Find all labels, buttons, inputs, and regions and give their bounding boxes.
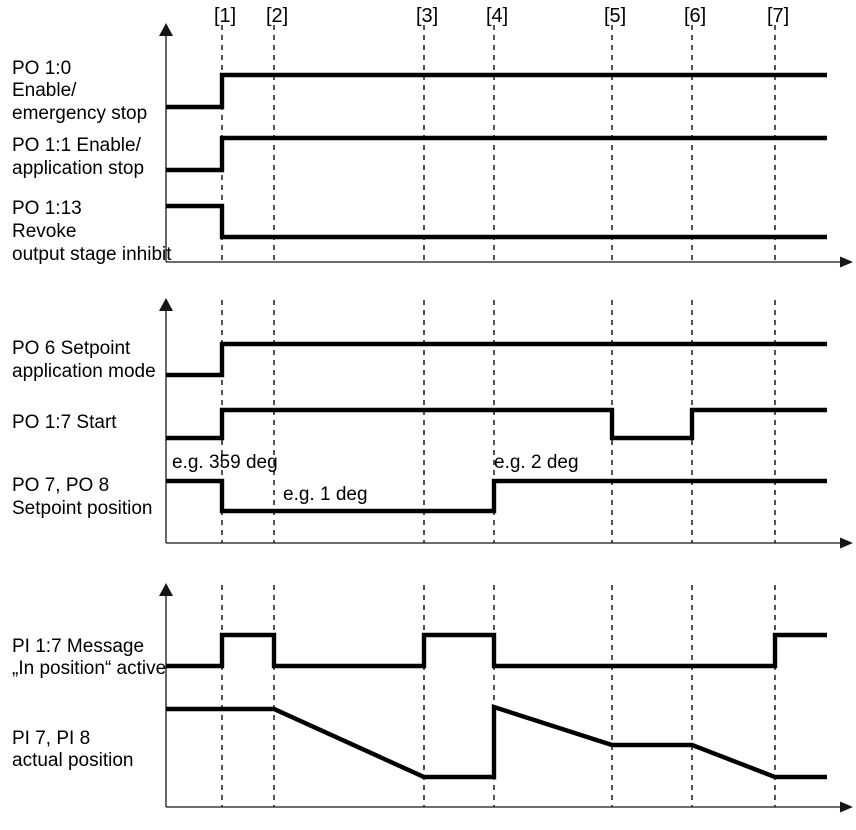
svg-text:PI 7, PI 8: PI 7, PI 8 bbox=[12, 728, 90, 749]
svg-text:PO 1:7 Start: PO 1:7 Start bbox=[12, 412, 117, 433]
svg-text:PO 7, PO 8: PO 7, PO 8 bbox=[12, 475, 109, 496]
svg-text:e.g. 359 deg: e.g. 359 deg bbox=[172, 452, 278, 473]
svg-text:[7]: [7] bbox=[767, 5, 789, 27]
svg-text:PO 1:0: PO 1:0 bbox=[12, 58, 71, 79]
svg-text:[5]: [5] bbox=[604, 5, 626, 27]
svg-text:application mode: application mode bbox=[12, 361, 156, 382]
svg-text:Enable/: Enable/ bbox=[12, 80, 77, 101]
svg-text:[2]: [2] bbox=[266, 5, 288, 27]
svg-text:e.g. 2 deg: e.g. 2 deg bbox=[494, 452, 579, 473]
svg-text:[1]: [1] bbox=[214, 5, 236, 27]
svg-text:Revoke: Revoke bbox=[12, 221, 76, 242]
svg-text:„In position“ active: „In position“ active bbox=[12, 658, 166, 679]
svg-text:PO 1:1 Enable/: PO 1:1 Enable/ bbox=[12, 135, 142, 156]
svg-text:[3]: [3] bbox=[416, 5, 438, 27]
svg-text:Setpoint position: Setpoint position bbox=[12, 498, 153, 519]
svg-text:[4]: [4] bbox=[486, 5, 508, 27]
svg-text:PI 1:7 Message: PI 1:7 Message bbox=[12, 636, 144, 657]
svg-text:output stage inhibit: output stage inhibit bbox=[12, 244, 172, 265]
svg-text:[6]: [6] bbox=[684, 5, 706, 27]
svg-text:PO 1:13: PO 1:13 bbox=[12, 198, 82, 219]
svg-text:emergency stop: emergency stop bbox=[12, 103, 147, 124]
svg-text:actual position: actual position bbox=[12, 750, 133, 771]
svg-text:e.g. 1 deg: e.g. 1 deg bbox=[283, 484, 368, 505]
svg-text:application stop: application stop bbox=[12, 158, 144, 179]
svg-text:PO 6 Setpoint: PO 6 Setpoint bbox=[12, 338, 131, 359]
